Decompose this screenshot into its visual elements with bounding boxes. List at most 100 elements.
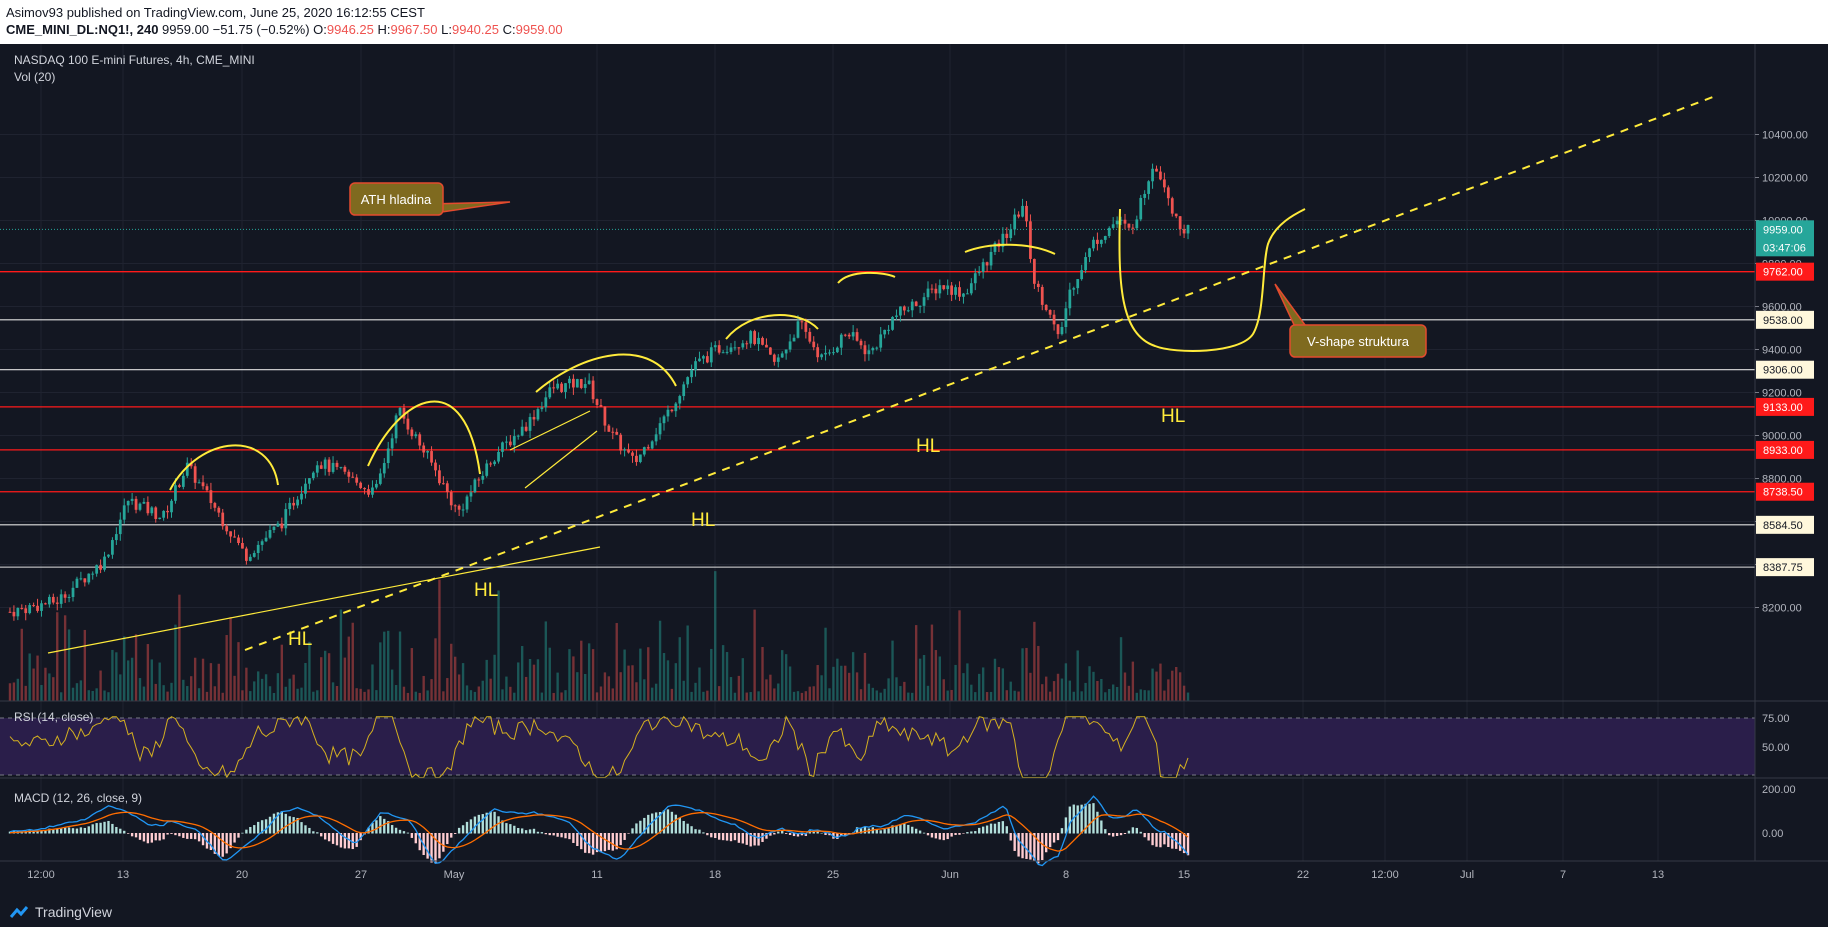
macd-hist-bar — [509, 824, 512, 834]
candle-body — [792, 337, 796, 342]
candle-body — [378, 473, 382, 484]
candle-body — [828, 352, 831, 354]
volume-bar — [694, 682, 697, 701]
candle-body — [158, 517, 162, 519]
volume-bar — [75, 683, 79, 701]
volume-bar — [867, 683, 871, 701]
macd-hist-bar — [1041, 833, 1044, 861]
volume-bar — [1092, 671, 1095, 701]
tradingview-logo[interactable]: TradingView — [8, 904, 112, 920]
macd-hist-bar — [792, 833, 796, 837]
candle-body — [749, 331, 753, 344]
rsi-tick-label: 75.00 — [1762, 713, 1790, 725]
volume-bar — [903, 681, 906, 701]
publisher-line: Asimov93 published on TradingView.com, J… — [6, 5, 425, 20]
volume-bar — [182, 679, 185, 701]
candle-body — [1155, 168, 1158, 172]
volume-bar — [1119, 637, 1123, 701]
time-tick-label: 22 — [1297, 869, 1309, 881]
volume-bar — [331, 682, 335, 701]
macd-hist-bar — [327, 833, 331, 842]
macd-hist-bar — [548, 833, 551, 836]
level-tag — [1756, 262, 1814, 281]
volume-bar — [840, 665, 843, 701]
volume-bar — [44, 667, 47, 701]
volume-bar — [954, 664, 957, 701]
volume-bar — [564, 690, 567, 701]
volume-bar — [580, 640, 583, 701]
volume-bar — [142, 686, 146, 701]
volume-bar — [804, 691, 808, 701]
volume-bar — [1056, 673, 1060, 701]
candle-body — [698, 358, 701, 362]
macd-hist-bar — [1052, 833, 1056, 843]
macd-hist-bar — [115, 826, 118, 834]
candle-body — [524, 426, 528, 431]
candle-body — [99, 565, 102, 570]
macd-hist-bar — [954, 833, 957, 836]
price-axis[interactable]: 8200.008400.008600.008800.009000.009200.… — [1755, 130, 1814, 841]
candle-body — [217, 507, 221, 513]
candle-body — [331, 462, 335, 472]
macd-histogram — [8, 803, 1190, 864]
macd-tick-label: 200.00 — [1762, 784, 1796, 796]
volume-bar — [1159, 663, 1162, 701]
candle-body — [922, 297, 926, 306]
volume-bar — [371, 664, 374, 701]
volume-bar — [130, 657, 134, 701]
volume-bar — [891, 640, 894, 701]
candle-body — [481, 475, 485, 480]
macd-hist-bar — [603, 833, 607, 852]
macd-hist-bar — [623, 833, 626, 840]
macd-hist-bar — [1037, 833, 1040, 864]
channel-line — [509, 410, 591, 451]
macd-hist-bar — [682, 821, 685, 834]
candle-body — [682, 384, 686, 397]
candle-body — [505, 441, 508, 443]
rsi-band — [0, 718, 1755, 775]
volume-bar — [509, 686, 512, 701]
candle-body — [705, 356, 709, 363]
footer: TradingView — [0, 901, 1828, 927]
time-tick-label: 20 — [236, 869, 248, 881]
candle-body — [493, 461, 496, 465]
volume-bar — [1100, 678, 1103, 701]
chart-area[interactable]: HL HL HL HL HL ATH hladina V-shape struk… — [0, 44, 1828, 901]
volume-bar — [639, 648, 642, 701]
volume-bar — [848, 672, 851, 701]
macd-hist-bar — [777, 831, 780, 834]
candle-body — [709, 347, 713, 363]
macd-hist-bar — [595, 833, 599, 853]
macd-hist-bar — [75, 828, 79, 834]
candle-body — [1060, 327, 1064, 335]
macd-hist-bar — [690, 826, 693, 834]
candle-body — [1021, 205, 1024, 217]
candle-body — [910, 301, 914, 311]
volume-bar — [501, 689, 504, 701]
time-tick-label: May — [444, 869, 465, 881]
time-axis[interactable]: 12:00 13 20 27 May 11 18 25 Jun 8 15 22 12:00 Jul 7 13 — [27, 869, 1664, 881]
macd-hist-bar — [150, 833, 153, 843]
volume-bar — [615, 623, 618, 701]
macd-hist-bar — [217, 833, 220, 857]
candle-body — [540, 407, 544, 410]
rsi-tick-label: 50.00 — [1762, 742, 1790, 754]
volume-bar — [1068, 680, 1072, 701]
candle-body — [252, 552, 256, 557]
volume-bar — [48, 673, 51, 701]
symbol-name[interactable]: CME_MINI_DL:NQ1!, 240 — [6, 22, 159, 37]
macd-hist-bar — [978, 827, 981, 834]
macd-hist-bar — [430, 833, 433, 863]
candle-body — [1005, 233, 1009, 239]
chart-title: NASDAQ 100 E-mini Futures, 4h, CME_MINI — [14, 53, 255, 67]
volume-bar — [28, 653, 31, 701]
chart-canvas[interactable]: HL HL HL HL HL ATH hladina V-shape struk… — [0, 44, 1828, 901]
volume-bar — [442, 691, 445, 701]
candle-body — [800, 321, 804, 323]
macd-hist-bar — [572, 833, 575, 843]
price-change: −51.75 (−0.52%) — [212, 22, 310, 37]
volume-bar — [635, 682, 638, 701]
candle-body — [1056, 324, 1060, 335]
macd-hist-bar — [343, 833, 347, 849]
level-tag — [1756, 310, 1814, 329]
